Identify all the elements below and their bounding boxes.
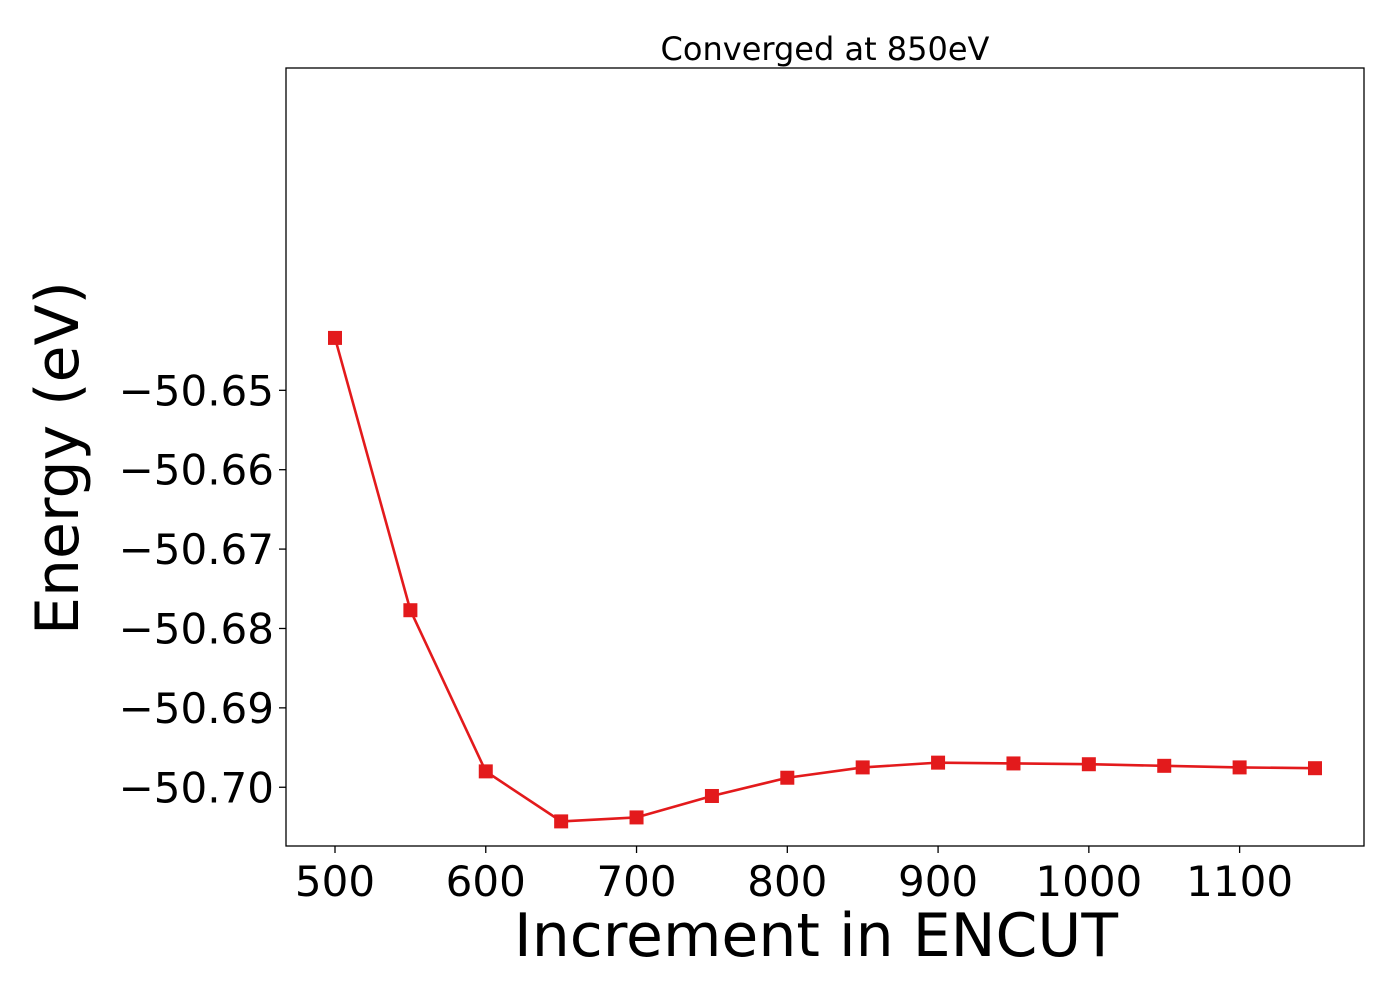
data-point xyxy=(1157,758,1172,773)
plot-area xyxy=(328,330,1322,829)
y-tick-label: −50.69 xyxy=(119,684,274,733)
data-point xyxy=(1232,760,1247,775)
x-axis: 500 600 700 800 900 1000 1100 xyxy=(295,846,1293,906)
x-tick-label: 700 xyxy=(596,857,676,906)
y-tick-label: −50.65 xyxy=(119,366,274,415)
data-point xyxy=(554,814,569,829)
data-point xyxy=(704,788,719,803)
data-point xyxy=(478,764,493,779)
plot-frame xyxy=(285,67,1365,847)
data-point xyxy=(1081,757,1096,772)
data-point xyxy=(1308,761,1322,776)
series-line xyxy=(333,337,1316,823)
y-axis-title: Energy (eV) xyxy=(23,281,93,635)
data-point xyxy=(1006,756,1021,771)
y-tick-label: −50.68 xyxy=(119,604,274,653)
chart-title: Converged at 850eV xyxy=(661,30,990,68)
data-point xyxy=(931,755,946,770)
x-tick-label: 1000 xyxy=(1035,857,1142,906)
data-point xyxy=(780,770,795,785)
x-tick-label: 800 xyxy=(747,857,827,906)
x-tick-label: 600 xyxy=(446,857,526,906)
x-tick-label: 900 xyxy=(898,857,978,906)
data-point xyxy=(328,330,342,345)
y-tick-label: −50.66 xyxy=(119,446,274,495)
x-tick-label: 1100 xyxy=(1186,857,1293,906)
data-point xyxy=(403,603,418,618)
x-axis-title: Increment in ENCUT xyxy=(514,901,1118,971)
data-point xyxy=(629,810,644,825)
y-tick-label: −50.67 xyxy=(119,525,274,574)
y-tick-label: −50.70 xyxy=(119,763,274,812)
data-point xyxy=(855,760,870,775)
x-tick-label: 500 xyxy=(295,857,375,906)
y-axis: −50.65 −50.66 −50.67 −50.68 −50.69 −50.70 xyxy=(119,366,286,812)
